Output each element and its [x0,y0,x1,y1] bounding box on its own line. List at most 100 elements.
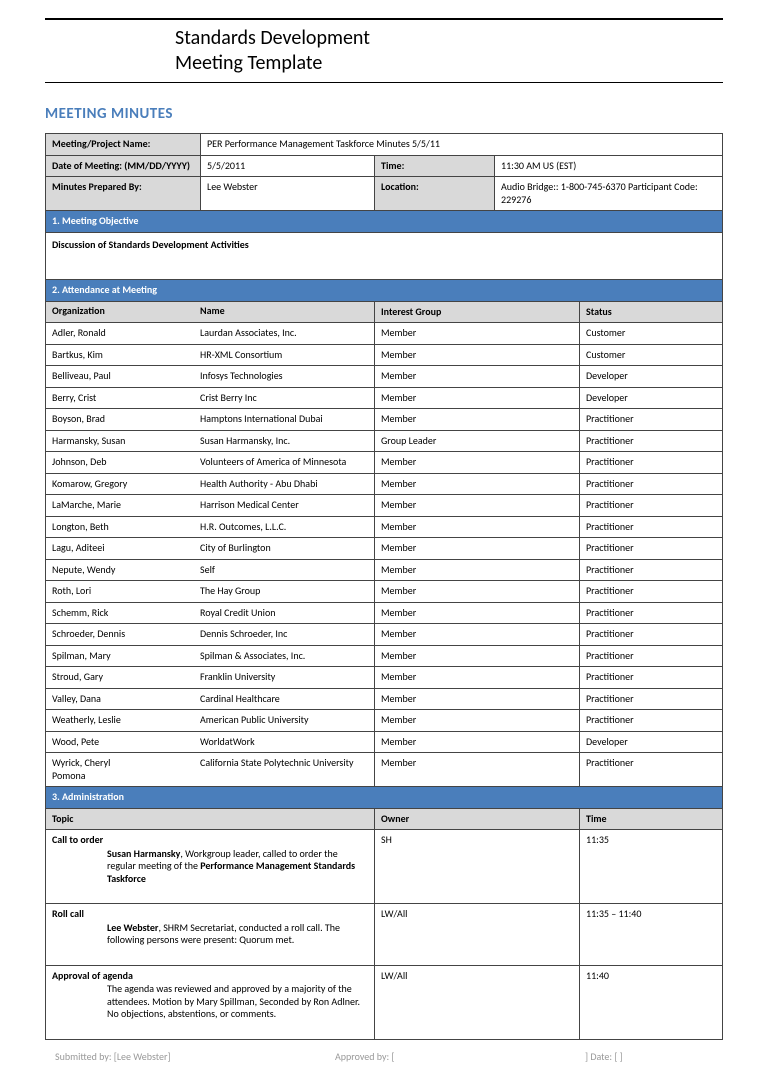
col-org: Organization [52,305,200,318]
admin-row: Call to orderSusan Harmansky, Workgroup … [46,830,723,904]
att-org-name: Harmansky, SusanSusan Harmansky, Inc. [46,430,375,452]
att-status: Customer [580,344,723,366]
att-status: Practitioner [580,430,723,452]
att-interest-group: Member [375,387,580,409]
footer: Submitted by: [Lee Webster] Approved by:… [45,1050,723,1063]
att-status: Practitioner [580,538,723,560]
attendance-columns: OrganizationName Interest Group Status [46,301,723,323]
col-owner: Owner [375,808,580,830]
att-interest-group: Member [375,753,580,787]
footer-date: ] Date: [ ] [585,1050,723,1063]
att-org-name: Nepute, WendySelf [46,559,375,581]
header-rule-bottom [45,82,723,83]
admin-row: Roll callLee Webster, SHRM Secretariat, … [46,904,723,966]
meeting-name-value: PER Performance Management Taskforce Min… [201,134,723,156]
att-status: Practitioner [580,516,723,538]
date-label: Date of Meeting: (MM/DD/YYYY) [46,155,201,177]
info-row-prepared: Minutes Prepared By: Lee Webster Locatio… [46,177,723,211]
att-status: Developer [580,366,723,388]
admin-time: 11:35 [580,830,723,904]
attendance-row: Belliveau, PaulInfosys TechnologiesMembe… [46,366,723,388]
att-status: Practitioner [580,602,723,624]
admin-owner: SH [375,830,580,904]
admin-columns: Topic Owner Time [46,808,723,830]
att-status: Practitioner [580,473,723,495]
att-interest-group: Group Leader [375,430,580,452]
admin-topic: Call to orderSusan Harmansky, Workgroup … [46,830,375,904]
section-title: MEETING MINUTES [45,105,723,123]
col-time: Time [580,808,723,830]
att-status: Customer [580,323,723,345]
admin-time: 11:40 [580,965,723,1039]
att-status: Practitioner [580,753,723,787]
att-interest-group: Member [375,409,580,431]
col-status: Status [580,301,723,323]
attendance-row: Valley, DanaCardinal HealthcareMemberPra… [46,688,723,710]
prepared-label: Minutes Prepared By: [46,177,201,211]
att-org-name: Schemm, RickRoyal Credit Union [46,602,375,624]
att-status: Developer [580,387,723,409]
att-org-name: Boyson, BradHamptons International Dubai [46,409,375,431]
col-name: Name [200,304,225,317]
att-interest-group: Member [375,559,580,581]
attendance-row: Weatherly, LeslieAmerican Public Univers… [46,710,723,732]
att-org-name: LaMarche, MarieHarrison Medical Center [46,495,375,517]
attendance-row: Spilman, MarySpilman & Associates, Inc.M… [46,645,723,667]
att-status: Practitioner [580,581,723,603]
admin-owner: LW/All [375,904,580,966]
attendance-row: Adler, RonaldLaurdan Associates, Inc.Mem… [46,323,723,345]
time-value: 11:30 AM US (EST) [495,155,723,177]
footer-approved: Approved by: [ [335,1050,585,1063]
admin-topic: Approval of agendaThe agenda was reviewe… [46,965,375,1039]
att-interest-group: Member [375,323,580,345]
attendance-row: Boyson, BradHamptons International Dubai… [46,409,723,431]
document-title: Standards Development Meeting Template [45,20,723,82]
att-interest-group: Member [375,645,580,667]
att-org-name: Lagu, AditeeiCity of Burlington [46,538,375,560]
att-org-name: Schroeder, DennisDennis Schroeder, Inc [46,624,375,646]
attendance-row: Longton, BethH.R. Outcomes, L.L.C.Member… [46,516,723,538]
location-value: Audio Bridge:: 1-800-745-6370 Participan… [495,177,723,211]
date-value: 5/5/2011 [201,155,375,177]
attendance-row: Roth, LoriThe Hay GroupMemberPractitione… [46,581,723,603]
att-status: Developer [580,731,723,753]
admin-time: 11:35 – 11:40 [580,904,723,966]
attendance-row: Nepute, WendySelfMemberPractitioner [46,559,723,581]
attendance-header: 2. Attendance at Meeting [46,280,723,302]
att-org-name: Roth, LoriThe Hay Group [46,581,375,603]
prepared-value: Lee Webster [201,177,375,211]
att-status: Practitioner [580,688,723,710]
att-org-name: Berry, CristCrist Berry Inc [46,387,375,409]
att-status: Practitioner [580,495,723,517]
attendance-row: Stroud, GaryFranklin UniversityMemberPra… [46,667,723,689]
att-interest-group: Member [375,452,580,474]
att-interest-group: Member [375,731,580,753]
att-org-name: Longton, BethH.R. Outcomes, L.L.C. [46,516,375,538]
admin-row: Approval of agendaThe agenda was reviewe… [46,965,723,1039]
attendance-row: Wood, PeteWorldatWorkMemberDeveloper [46,731,723,753]
att-org-name: Komarow, GregoryHealth Authority - Abu D… [46,473,375,495]
att-org-name: Adler, RonaldLaurdan Associates, Inc. [46,323,375,345]
att-org-name: Wood, PeteWorldatWork [46,731,375,753]
attendance-row: Komarow, GregoryHealth Authority - Abu D… [46,473,723,495]
att-status: Practitioner [580,667,723,689]
info-row-name: Meeting/Project Name: PER Performance Ma… [46,134,723,156]
att-status: Practitioner [580,559,723,581]
att-status: Practitioner [580,452,723,474]
att-org-name: Johnson, DebVolunteers of America of Min… [46,452,375,474]
att-interest-group: Member [375,344,580,366]
att-org-name: Stroud, GaryFranklin University [46,667,375,689]
attendance-row: Lagu, AditeeiCity of BurlingtonMemberPra… [46,538,723,560]
att-org-name: Belliveau, PaulInfosys Technologies [46,366,375,388]
att-status: Practitioner [580,409,723,431]
att-interest-group: Member [375,538,580,560]
att-status: Practitioner [580,624,723,646]
objective-header: 1. Meeting Objective [46,211,723,233]
att-interest-group: Member [375,710,580,732]
col-interest-group: Interest Group [375,301,580,323]
att-interest-group: Member [375,602,580,624]
att-interest-group: Member [375,581,580,603]
attendance-row: LaMarche, MarieHarrison Medical CenterMe… [46,495,723,517]
att-interest-group: Member [375,473,580,495]
attendance-row: Schroeder, DennisDennis Schroeder, IncMe… [46,624,723,646]
